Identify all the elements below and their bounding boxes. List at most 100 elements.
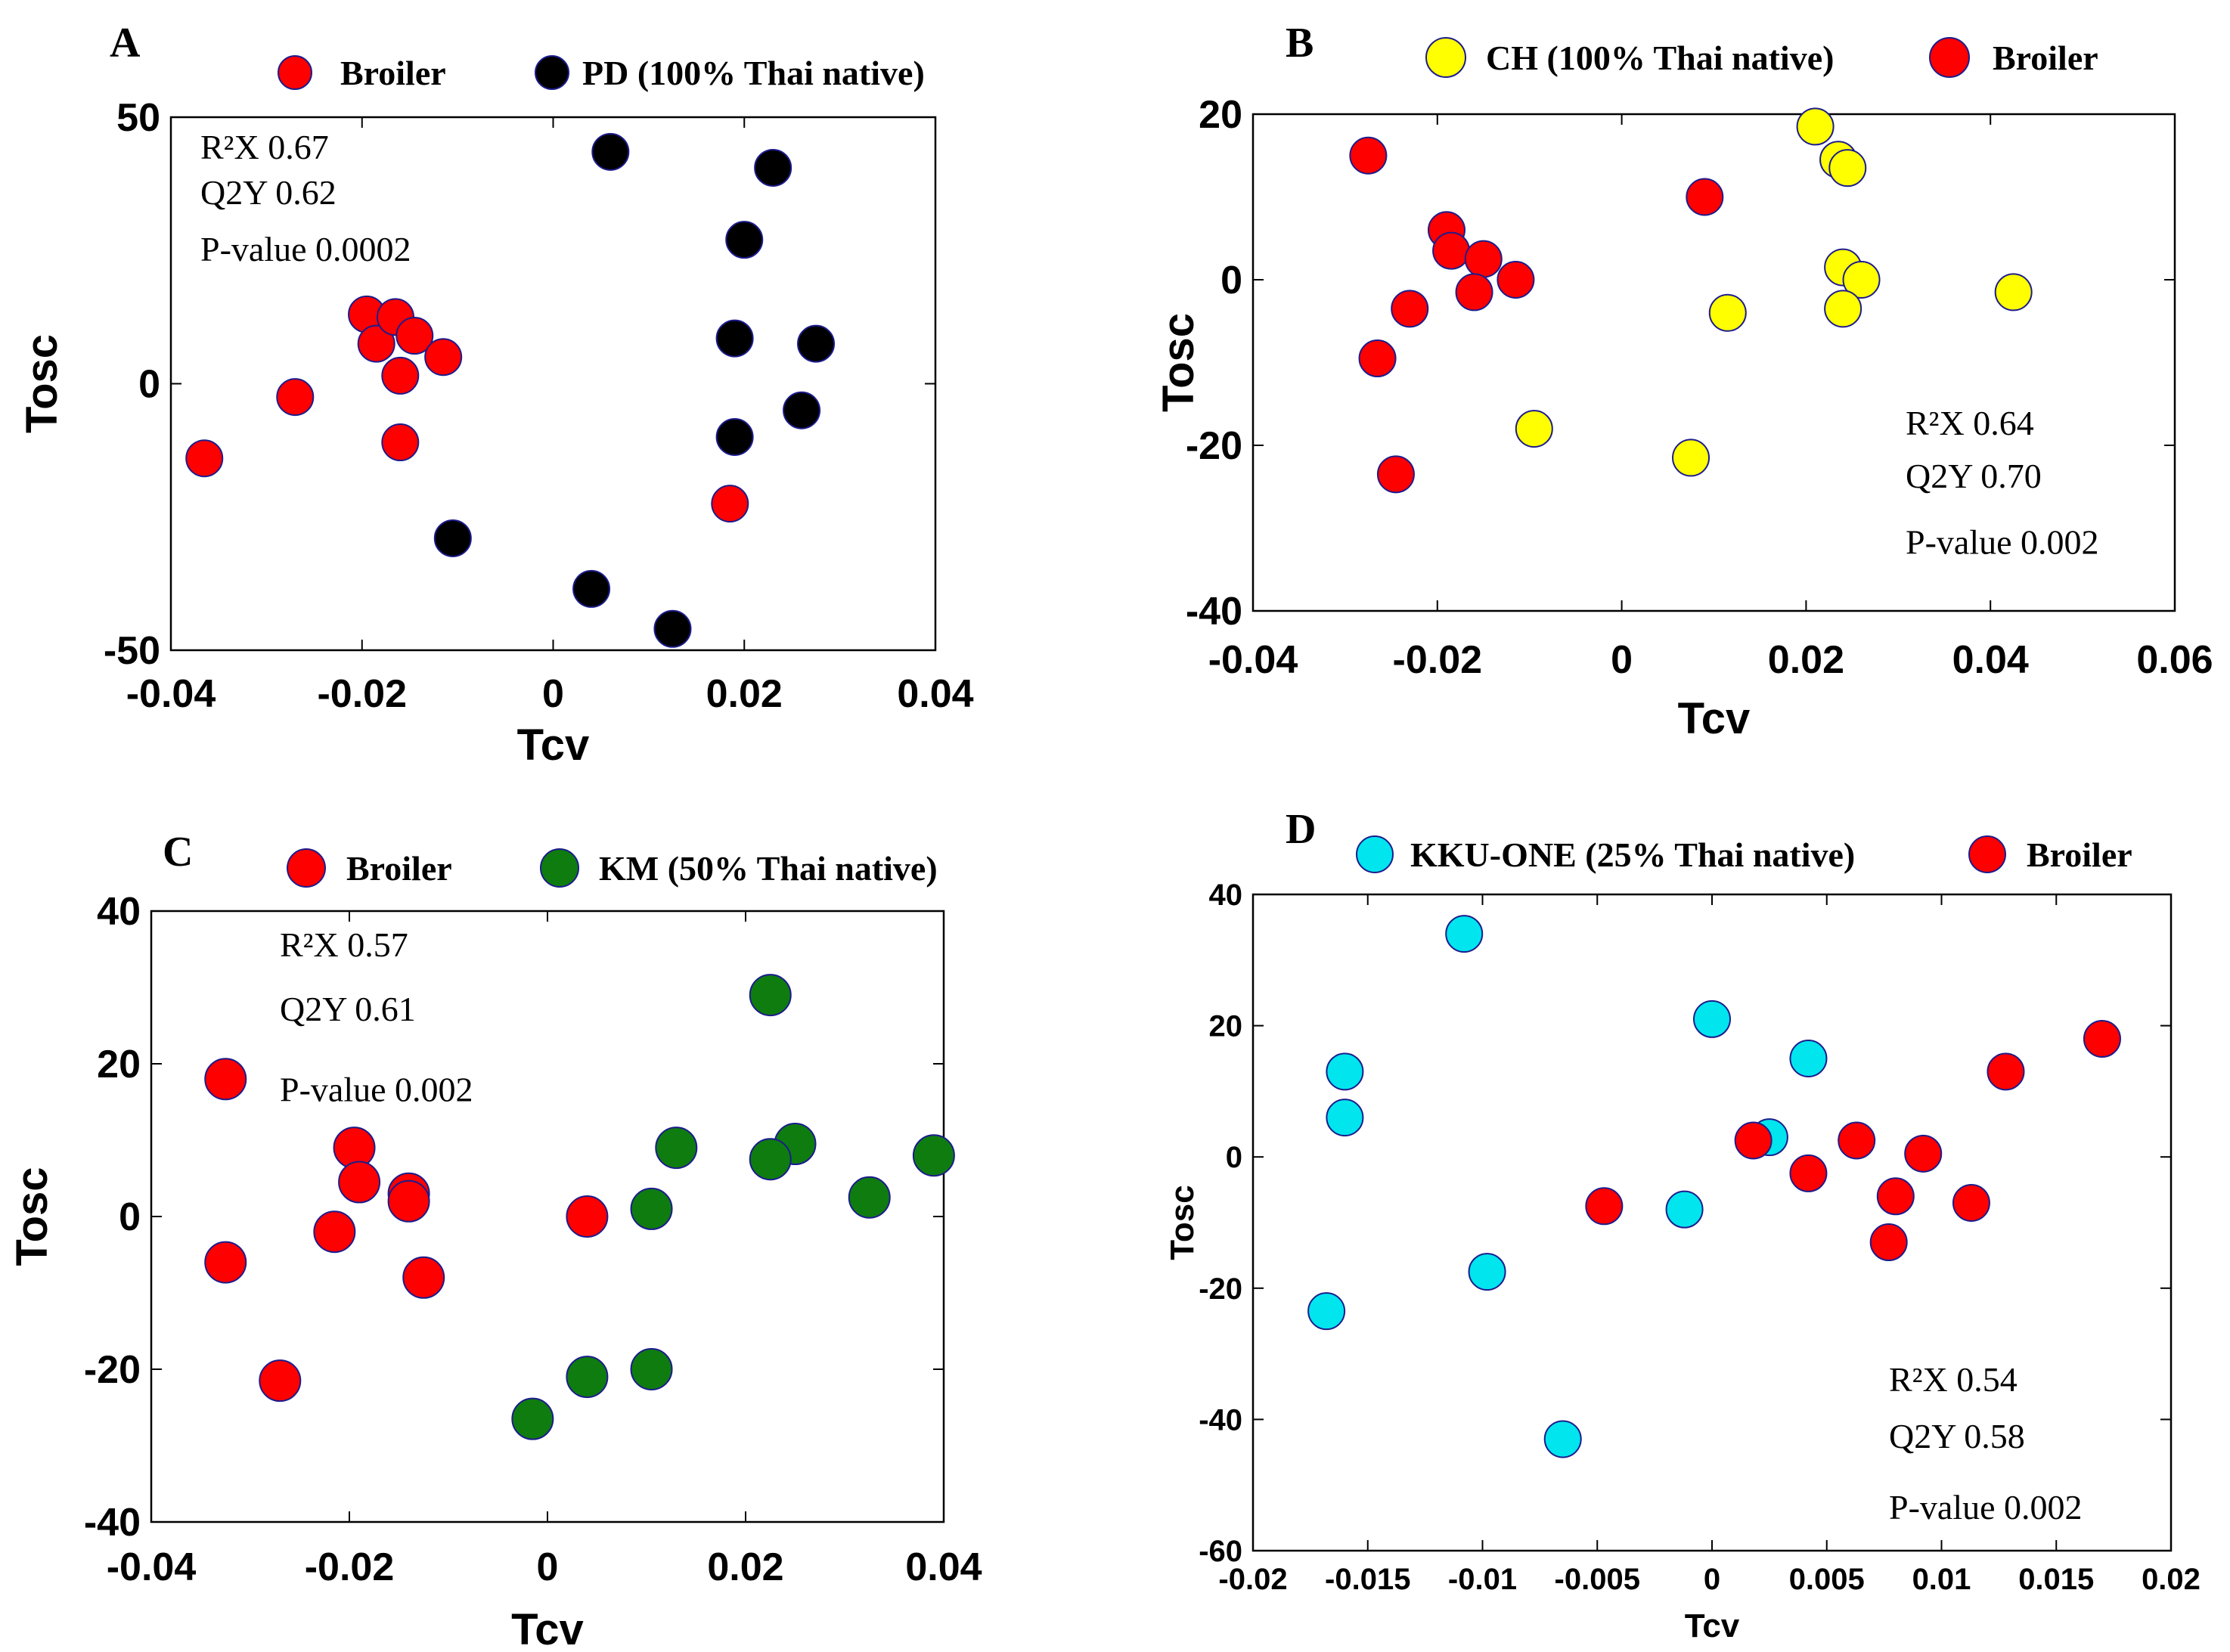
legend-label: KM (50% Thai native) — [599, 849, 938, 888]
data-point — [424, 338, 463, 377]
panel-letter: D — [1286, 806, 1316, 853]
stat-text: R²X 0.54 — [1889, 1360, 2018, 1399]
data-point — [1543, 1420, 1582, 1458]
x-tick-label: 0.04 — [897, 672, 973, 716]
data-point — [276, 378, 315, 417]
legend-label: PD (100% Thai native) — [582, 54, 925, 92]
data-point — [2083, 1019, 2121, 1058]
data-point — [1445, 915, 1484, 953]
x-axis-title: Tcv — [511, 1605, 584, 1652]
data-point — [313, 1210, 356, 1254]
y-tick-label: 20 — [1199, 93, 1242, 137]
y-tick-label: -40 — [1186, 590, 1242, 634]
data-point — [591, 132, 630, 171]
y-tick-label: 0 — [119, 1195, 141, 1239]
y-tick-label: 0 — [1220, 259, 1242, 302]
stat-text: P-value 0.002 — [1906, 523, 2099, 562]
data-point — [1349, 136, 1388, 175]
y-tick-label: 20 — [1209, 1010, 1243, 1043]
x-tick-label: -0.015 — [1325, 1563, 1410, 1596]
stat-text: Q2Y 0.62 — [200, 173, 337, 212]
data-point — [357, 324, 395, 363]
plot-frame — [1251, 893, 2173, 1552]
data-point — [1734, 1121, 1773, 1160]
data-point — [572, 569, 611, 608]
legend-marker — [1425, 37, 1466, 78]
x-tick-label: 0 — [1611, 638, 1633, 682]
x-tick-label: -0.04 — [1208, 638, 1298, 682]
x-tick-label: -0.02 — [317, 672, 407, 716]
x-tick-label: 0.02 — [706, 672, 783, 716]
x-tick-label: -0.02 — [305, 1545, 395, 1589]
data-point — [1904, 1134, 1943, 1173]
y-tick-label: -20 — [1199, 1272, 1242, 1306]
stat-text: Q2Y 0.58 — [1889, 1417, 2025, 1455]
stat-text: R²X 0.67 — [200, 128, 329, 166]
x-axis-title: Tcv — [517, 721, 590, 770]
x-tick-label: -0.02 — [1393, 638, 1483, 682]
data-point — [511, 1397, 554, 1440]
x-tick-label: -0.04 — [126, 672, 216, 716]
x-tick-label: 0.04 — [1952, 638, 2029, 682]
data-point — [1876, 1177, 1915, 1216]
panel-letter: A — [110, 20, 141, 67]
x-tick-label: -0.01 — [1448, 1563, 1517, 1596]
y-axis-title: Tosc — [17, 334, 67, 433]
data-point — [1987, 1052, 2025, 1091]
data-point — [783, 391, 821, 429]
data-point — [1828, 149, 1867, 188]
data-point — [1789, 1040, 1828, 1077]
data-point — [395, 317, 434, 355]
y-tick-label: -60 — [1199, 1535, 1242, 1568]
data-point — [1994, 273, 2033, 311]
y-tick-label: -40 — [84, 1501, 141, 1545]
x-tick-label: -0.04 — [107, 1545, 197, 1589]
data-point — [797, 324, 836, 363]
legend-label: Broiler — [1993, 39, 2098, 77]
data-point — [1693, 1000, 1731, 1038]
data-point — [381, 356, 420, 395]
data-point — [1789, 1154, 1828, 1192]
data-point — [715, 418, 754, 456]
x-tick-label: 0 — [1704, 1563, 1720, 1596]
panel-letter: B — [1286, 20, 1313, 67]
x-tick-label: 0.02 — [2142, 1563, 2201, 1596]
stat-text: R²X 0.57 — [280, 925, 408, 964]
y-tick-label: -50 — [104, 629, 160, 673]
data-point — [912, 1134, 955, 1177]
x-tick-label: 0 — [537, 1545, 559, 1589]
x-tick-label: 0.04 — [905, 1545, 982, 1589]
data-point — [1455, 273, 1493, 311]
data-point — [1796, 107, 1835, 146]
legend-label: KKU-ONE (25% Thai native) — [1410, 835, 1855, 874]
y-tick-label: -40 — [1199, 1403, 1242, 1437]
y-axis-title: Tosc — [8, 1167, 57, 1266]
stat-text: R²X 0.64 — [1906, 404, 2034, 442]
data-point — [1708, 293, 1747, 332]
data-point — [715, 319, 754, 358]
data-point — [1686, 178, 1724, 216]
chart-panel-d: D -0.02 -0.015 -0.01 -0.005 0 0.005 0.01 0.015 0.… — [1164, 806, 2201, 1644]
data-point — [433, 519, 472, 557]
legend-marker — [540, 848, 579, 888]
data-point — [711, 485, 749, 523]
data-point — [1326, 1099, 1364, 1137]
x-axis-title: Tcv — [1678, 694, 1751, 743]
data-point — [1376, 455, 1415, 494]
data-point — [185, 439, 224, 478]
data-point — [725, 221, 764, 259]
legend-marker — [535, 55, 569, 90]
x-tick-label: 0.06 — [2136, 638, 2213, 682]
data-point — [1391, 290, 1429, 328]
x-axis-title: Tcv — [1685, 1607, 1740, 1644]
data-point — [1515, 410, 1553, 448]
legend-marker — [1929, 37, 1970, 78]
stat-text: P-value 0.0002 — [200, 230, 411, 268]
data-point — [655, 1127, 698, 1170]
y-tick-label: 0 — [1226, 1141, 1242, 1174]
data-point — [566, 1356, 609, 1399]
y-tick-label: 20 — [97, 1043, 141, 1086]
data-point — [566, 1195, 609, 1238]
y-axis-title: Tosc — [1164, 1185, 1201, 1260]
data-point — [1869, 1223, 1908, 1262]
